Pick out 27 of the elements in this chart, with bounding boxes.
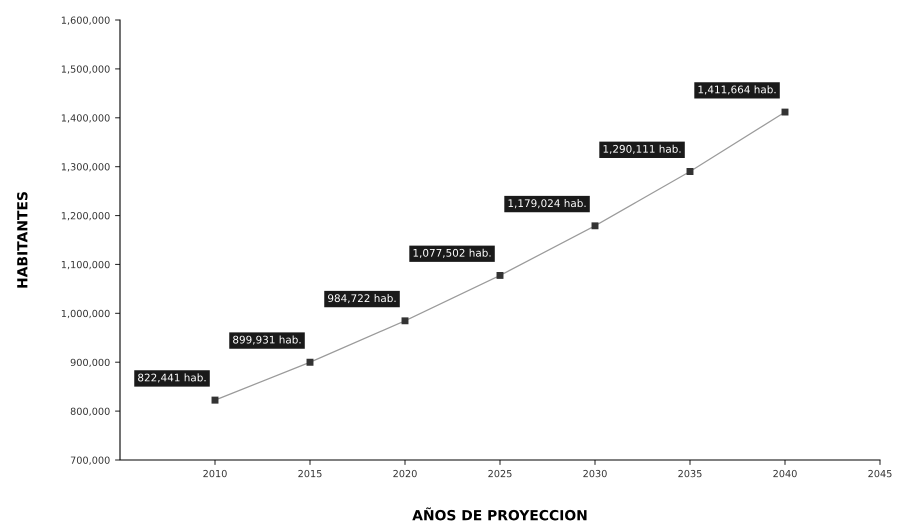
y-tick-label: 1,200,000 <box>62 212 110 220</box>
data-label: 1,077,502 hab. <box>414 248 491 258</box>
data-label: 984,722 hab. <box>328 294 396 304</box>
y-tick-label: 900,000 <box>70 358 110 368</box>
y-tick-label: 1,300,000 <box>62 163 110 172</box>
y-axis-title: HABITANTES <box>17 192 28 288</box>
x-tick-label: 2025 <box>488 470 512 478</box>
y-tick-label: 1,100,000 <box>62 260 110 270</box>
data-label: 1,179,024 hab. <box>508 199 586 208</box>
x-tick-label: 2040 <box>773 470 797 478</box>
y-tick-label: 1,600,000 <box>62 16 110 25</box>
x-axis-title: AÑOS DE PROYECCION <box>412 507 587 520</box>
y-tick-label: 800,000 <box>70 408 110 416</box>
data-label: 822,441 hab. <box>138 373 206 383</box>
x-tick-label: 2010 <box>203 470 227 478</box>
data-label: 899,931 hab. <box>233 336 301 345</box>
data-label: 1,411,664 hab. <box>698 85 776 94</box>
x-tick-label: 2035 <box>678 470 702 478</box>
x-tick-label: 2015 <box>298 470 322 478</box>
y-tick-label: 1,400,000 <box>62 114 110 123</box>
x-tick-label: 2020 <box>393 470 417 478</box>
data-label: 1,290,111 hab. <box>604 144 681 154</box>
y-tick-label: 700,000 <box>70 456 110 465</box>
y-tick-label: 1,000,000 <box>62 310 110 318</box>
x-tick-label: 2030 <box>583 470 607 478</box>
y-tick-label: 1,500,000 <box>62 65 110 74</box>
x-tick-label: 2045 <box>868 470 892 478</box>
